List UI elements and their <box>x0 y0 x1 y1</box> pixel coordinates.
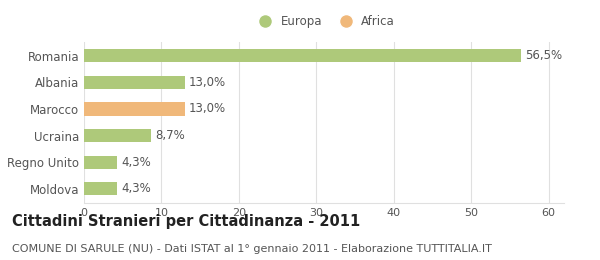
Text: Cittadini Stranieri per Cittadinanza - 2011: Cittadini Stranieri per Cittadinanza - 2… <box>12 214 360 229</box>
Bar <box>84 129 151 142</box>
Text: 13,0%: 13,0% <box>188 76 226 89</box>
Bar <box>84 182 117 196</box>
Bar <box>84 155 117 169</box>
Legend: Europa, Africa: Europa, Africa <box>253 15 395 28</box>
Text: 13,0%: 13,0% <box>188 102 226 115</box>
Bar <box>84 102 185 115</box>
Bar <box>84 49 521 62</box>
Bar <box>84 76 185 89</box>
Text: 8,7%: 8,7% <box>155 129 185 142</box>
Text: 4,3%: 4,3% <box>121 156 151 169</box>
Text: 4,3%: 4,3% <box>121 182 151 195</box>
Text: 56,5%: 56,5% <box>525 49 562 62</box>
Text: COMUNE DI SARULE (NU) - Dati ISTAT al 1° gennaio 2011 - Elaborazione TUTTITALIA.: COMUNE DI SARULE (NU) - Dati ISTAT al 1°… <box>12 244 492 254</box>
